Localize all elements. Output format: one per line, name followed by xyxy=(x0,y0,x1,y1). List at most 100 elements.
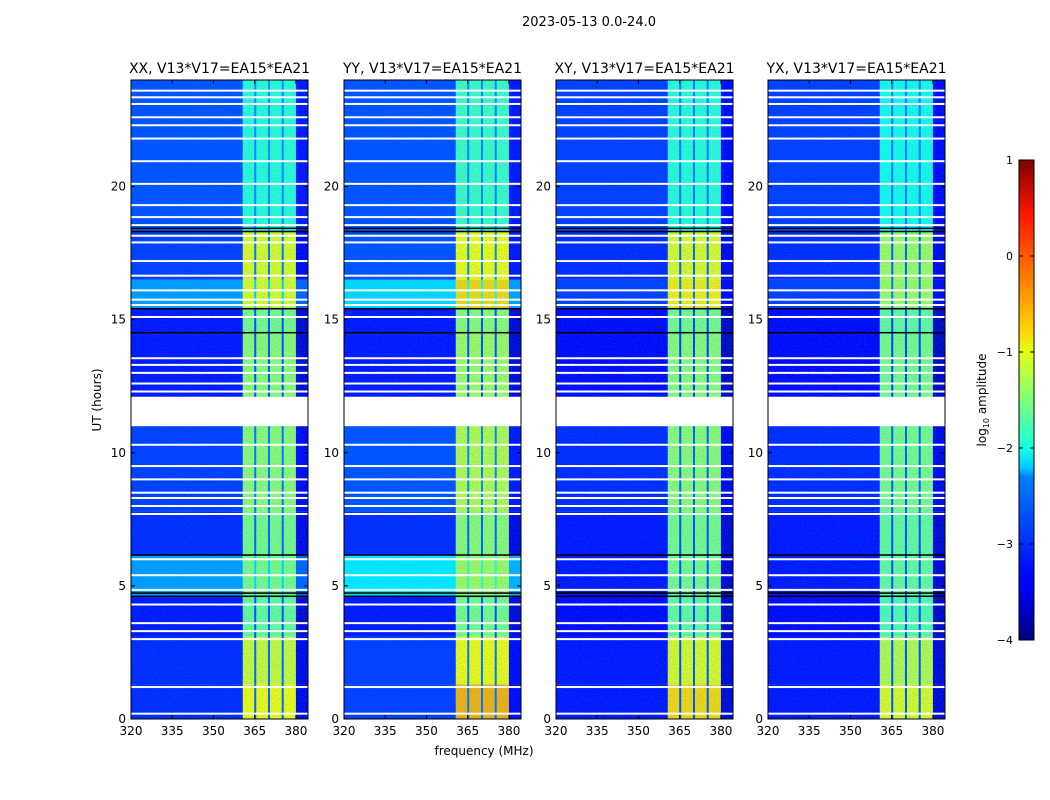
flagged-line xyxy=(768,622,945,625)
dark-line xyxy=(768,230,945,233)
dark-line xyxy=(131,554,308,556)
x-tick-label: 380 xyxy=(921,724,944,738)
flagged-line xyxy=(344,182,521,185)
flagged-line xyxy=(768,102,945,105)
flagged-line xyxy=(556,182,733,185)
flagged-line xyxy=(131,603,308,606)
y-tick-label: 5 xyxy=(755,579,763,593)
colorbar-tick-label: −2 xyxy=(997,442,1013,455)
y-tick-label: 10 xyxy=(324,446,339,460)
x-tick-label: 320 xyxy=(545,724,568,738)
plot-frame xyxy=(130,79,309,720)
y-tick-label: 20 xyxy=(748,180,763,194)
flagged-line xyxy=(131,363,308,366)
flagged-line xyxy=(556,234,733,237)
flagged-line xyxy=(556,497,733,500)
flagged-line xyxy=(344,160,521,163)
flagged-line xyxy=(344,357,521,360)
flagged-line xyxy=(768,603,945,606)
flagged-line xyxy=(768,315,945,318)
flagged-line xyxy=(131,96,308,99)
flagged-line xyxy=(556,465,733,468)
flagged-line xyxy=(768,137,945,140)
dark-line xyxy=(556,592,733,594)
flagged-line xyxy=(556,574,733,577)
flagged-line xyxy=(131,497,308,500)
flagged-line xyxy=(131,289,308,292)
flagged-line xyxy=(344,260,521,263)
flagged-line xyxy=(344,371,521,374)
flagged-line xyxy=(768,182,945,185)
flagged-line xyxy=(131,298,308,301)
flagged-line xyxy=(131,505,308,507)
panel-title: YX, V13*V17=EA15*EA21 xyxy=(765,61,946,77)
y-tick-label: 15 xyxy=(748,313,763,327)
panel-xx: XX, V13*V17=EA15*EA21 320 335 350 365 380 0 5 10… xyxy=(111,61,310,738)
flagged-range xyxy=(556,396,733,427)
y-tick-label: 20 xyxy=(111,180,126,194)
flagged-line xyxy=(344,497,521,500)
colorbar-label-sub: 10 xyxy=(982,418,991,428)
dark-line xyxy=(131,592,308,594)
flagged-line xyxy=(131,204,308,207)
flagged-line xyxy=(768,298,945,301)
flagged-line xyxy=(768,96,945,99)
flagged-line xyxy=(344,491,521,494)
x-tick-label: 350 xyxy=(839,724,862,738)
y-tick-label: 5 xyxy=(543,579,551,593)
y-tick-label: 0 xyxy=(118,712,126,726)
flagged-line xyxy=(344,622,521,625)
colorbar-tick-label: −1 xyxy=(997,346,1013,359)
flagged-line xyxy=(131,558,308,561)
dark-line xyxy=(768,307,945,310)
dark-line xyxy=(556,307,733,310)
flagged-line xyxy=(131,260,308,263)
flagged-line xyxy=(344,443,521,446)
flagged-line xyxy=(131,712,308,715)
flagged-line xyxy=(768,241,945,244)
flagged-line xyxy=(131,371,308,374)
flagged-line xyxy=(556,160,733,163)
flagged-line xyxy=(556,216,733,219)
flagged-line xyxy=(768,558,945,561)
flagged-line xyxy=(131,574,308,577)
flagged-line xyxy=(556,96,733,99)
flagged-line xyxy=(768,274,945,277)
flagged-line xyxy=(344,96,521,99)
colorbar-tick-label: 0 xyxy=(1006,250,1013,263)
flagged-range xyxy=(131,396,308,427)
flagged-line xyxy=(556,630,733,633)
x-tick-label: 365 xyxy=(668,724,691,738)
flagged-line xyxy=(556,357,733,360)
flagged-line xyxy=(556,558,733,561)
flagged-line xyxy=(556,638,733,641)
flagged-line xyxy=(768,712,945,715)
flagged-line xyxy=(131,116,308,119)
flagged-line xyxy=(344,137,521,140)
colorbar-tick-label: 1 xyxy=(1006,154,1013,167)
y-tick-label: 20 xyxy=(536,180,551,194)
y-tick-label: 15 xyxy=(111,313,126,327)
dark-line xyxy=(344,331,521,334)
flagged-line xyxy=(344,478,521,481)
colorbar: log10 amplitude 10−1−2−3−4 xyxy=(975,154,1035,647)
flagged-line xyxy=(131,588,308,591)
y-tick-label: 5 xyxy=(118,579,126,593)
flagged-line xyxy=(768,390,945,393)
y-tick-label: 10 xyxy=(111,446,126,460)
flagged-line xyxy=(556,505,733,507)
colorbar-gradient xyxy=(1018,159,1035,641)
y-axis-label: UT (hours) xyxy=(90,368,104,431)
flagged-line xyxy=(131,102,308,105)
flagged-line xyxy=(556,116,733,119)
x-tick-label: 335 xyxy=(161,724,184,738)
colorbar-label: log10 amplitude xyxy=(975,354,991,447)
flagged-line xyxy=(556,686,733,689)
flagged-line xyxy=(556,390,733,393)
flagged-line xyxy=(131,315,308,318)
colorbar-label-main: log xyxy=(975,428,989,446)
flagged-line xyxy=(768,89,945,92)
dark-line xyxy=(344,227,521,230)
flagged-line xyxy=(131,686,308,689)
dark-line xyxy=(768,227,945,230)
